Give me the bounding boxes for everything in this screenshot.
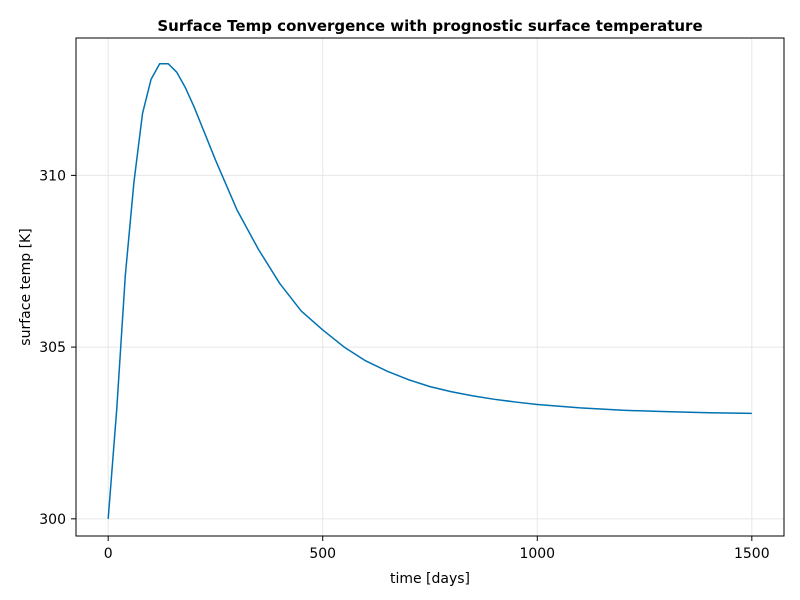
y-axis-label: surface temp [K] <box>18 228 34 345</box>
x-tick-label: 500 <box>309 546 336 562</box>
y-tick-label: 300 <box>39 512 66 528</box>
series-line <box>107 63 752 519</box>
y-tick-label: 305 <box>39 340 66 356</box>
x-axis-label: time [days] <box>390 571 470 587</box>
plot-frame <box>75 37 785 537</box>
series-layer <box>107 63 752 519</box>
y-tick-label: 310 <box>39 168 66 184</box>
grid-lines <box>76 38 784 536</box>
x-tick-label: 1000 <box>519 546 555 562</box>
axis-ticks: 0 500 1000 1500 300 305 310 <box>39 168 769 562</box>
chart-title: Surface Temp convergence with prognostic… <box>157 17 702 35</box>
x-tick-label: 0 <box>104 546 113 562</box>
x-tick-label: 1500 <box>734 546 770 562</box>
